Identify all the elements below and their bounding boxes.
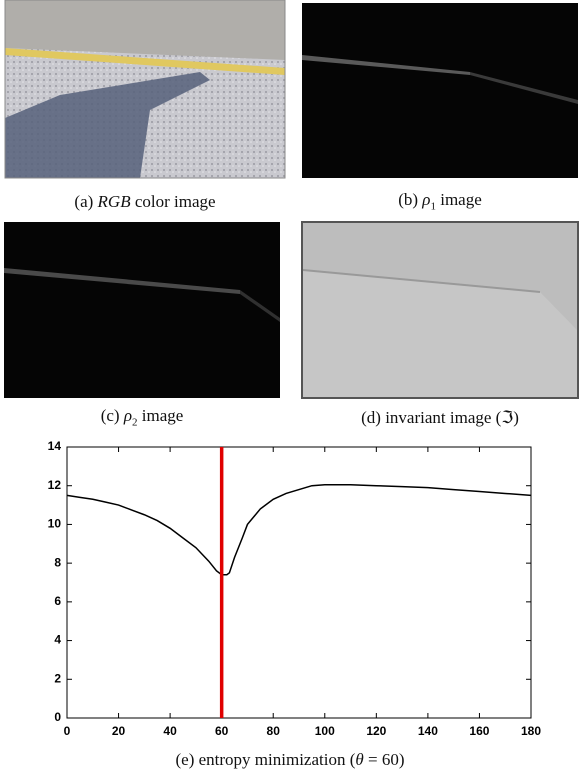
caption: (d) invariant image (ℑ) (302, 408, 578, 428)
caption: (a) RGB color image (5, 192, 285, 212)
rgb-image (5, 0, 285, 178)
y-tick-label: 4 (54, 633, 61, 647)
y-tick-label: 0 (54, 710, 61, 724)
x-tick-label: 0 (64, 724, 71, 738)
x-tick-label: 180 (521, 724, 541, 738)
y-tick-label: 8 (54, 555, 61, 569)
caption: (b) ρ1 image (302, 190, 578, 212)
invariant-image (302, 222, 578, 398)
y-tick-label: 2 (54, 671, 61, 685)
y-tick-label: 10 (48, 517, 62, 531)
plot-area (67, 447, 531, 718)
caption: (c) ρ2 image (4, 406, 280, 428)
x-tick-label: 160 (469, 724, 489, 738)
x-tick-label: 20 (112, 724, 126, 738)
x-tick-label: 140 (418, 724, 438, 738)
rho2-image (4, 222, 280, 398)
y-tick-label: 12 (48, 478, 62, 492)
x-tick-label: 40 (163, 724, 177, 738)
page: {"captions": { "a": {"prefix": "(a)", "s… (0, 0, 580, 775)
rho1-image (302, 3, 578, 178)
x-tick-label: 80 (267, 724, 281, 738)
figure: 02468101214020406080100120140160180 (0, 0, 580, 775)
x-tick-label: 100 (315, 724, 335, 738)
caption: (e) entropy minimization (θ = 60) (0, 750, 580, 770)
y-tick-label: 14 (48, 439, 62, 453)
x-tick-label: 120 (366, 724, 386, 738)
y-tick-label: 6 (54, 594, 61, 608)
x-tick-label: 60 (215, 724, 229, 738)
